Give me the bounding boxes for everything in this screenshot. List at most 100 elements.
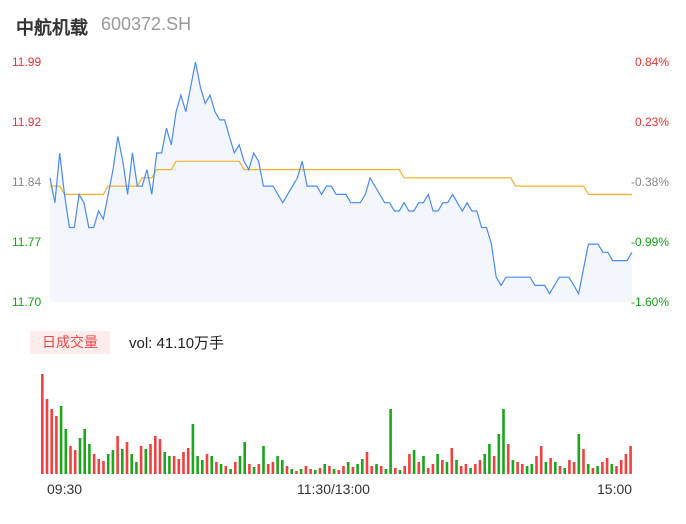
volume-bar <box>549 458 552 474</box>
price-label-top: 11.99 <box>12 55 42 69</box>
volume-bar <box>408 454 411 474</box>
volume-bar <box>130 454 133 474</box>
volume-bar <box>106 454 110 474</box>
price-label-bottom: 11.70 <box>12 295 42 309</box>
volume-bar <box>257 464 261 474</box>
volume-bar <box>544 462 548 474</box>
price-label-2: 11.92 <box>12 115 42 129</box>
volume-readout: vol: 41.10万手 <box>129 335 225 352</box>
volume-bar <box>229 469 232 474</box>
intraday-price-chart <box>49 61 633 302</box>
volume-bar <box>111 450 115 474</box>
volume-bar <box>332 469 336 474</box>
volume-bar <box>384 469 388 474</box>
volume-bar <box>276 456 279 474</box>
volume-bar <box>116 436 119 474</box>
volume-bar <box>83 429 86 474</box>
volume-bar <box>455 460 458 474</box>
volume-bar <box>629 446 632 474</box>
volume-bar <box>50 409 53 474</box>
volume-bar <box>59 406 63 474</box>
volume-bar <box>483 454 486 474</box>
volume-bar <box>351 467 355 474</box>
pct-label-top: 0.84% <box>634 55 669 69</box>
daily-volume-badge: 日成交量 <box>30 331 110 354</box>
volume-bar <box>252 467 256 474</box>
volume-bar <box>304 466 308 474</box>
volume-bar <box>568 460 571 474</box>
volume-bar <box>201 460 204 474</box>
volume-bar <box>177 459 181 474</box>
volume-bar <box>398 470 402 474</box>
volume-bar <box>539 446 543 474</box>
time-label-open: 09:30 <box>47 481 83 497</box>
volume-bar <box>281 460 284 474</box>
volume-bar <box>525 466 529 474</box>
volume-bar <box>121 449 124 474</box>
price-area-fill <box>50 62 632 302</box>
volume-bar <box>563 468 566 474</box>
pct-label-2: 0.23% <box>634 115 669 129</box>
volume-bar <box>238 456 242 474</box>
volume-bar <box>431 464 435 474</box>
pct-label-bottom: -1.60% <box>630 295 669 309</box>
volume-bar <box>605 458 609 474</box>
volume-bar <box>182 452 185 474</box>
volume-bar <box>64 429 68 474</box>
volume-bar <box>497 434 501 474</box>
volume-bar <box>389 409 392 474</box>
volume-bar <box>370 466 373 474</box>
volume-bar <box>205 454 209 474</box>
volume-bar <box>586 464 590 474</box>
volume-bar <box>516 462 519 474</box>
volume-bar <box>530 464 534 474</box>
average-price-line <box>50 160 632 195</box>
volume-bar <box>459 466 463 474</box>
volume-bar <box>234 462 237 474</box>
volume-bar <box>554 462 557 474</box>
volume-bar <box>403 466 406 474</box>
time-label-noon: 11:30/13:00 <box>297 481 370 497</box>
volume-bar <box>144 449 148 474</box>
price-label-mid: 11.84 <box>12 175 42 189</box>
volume-bar <box>337 470 341 474</box>
volume-bar <box>135 462 138 474</box>
volume-bar <box>577 434 581 474</box>
volume-bar <box>41 374 44 474</box>
volume-bar <box>55 416 58 474</box>
volume-bar <box>248 464 251 474</box>
volume-bar <box>309 469 312 474</box>
volume-bar <box>417 462 421 474</box>
volume-bar <box>464 464 468 474</box>
pct-label-4: -0.99% <box>630 235 669 249</box>
volume-bar <box>361 459 364 474</box>
volume-bar <box>624 454 628 474</box>
volume-bar <box>502 409 505 474</box>
volume-bar <box>88 444 91 474</box>
volume-bar <box>299 469 303 474</box>
volume-bar <box>219 464 223 474</box>
volume-bar <box>426 468 430 474</box>
volume-bar <box>488 444 491 474</box>
volume-bar <box>558 466 562 474</box>
volume-bar <box>572 462 576 474</box>
volume-bar <box>314 470 317 474</box>
volume-bar <box>469 468 472 474</box>
volume-bar <box>450 448 454 474</box>
volume-bar <box>125 442 129 474</box>
volume-bar <box>78 438 82 474</box>
volume-bar <box>342 466 345 474</box>
price-line <box>49 61 633 296</box>
volume-bar <box>73 450 77 474</box>
volume-bar <box>356 464 359 474</box>
volume-bar <box>154 436 157 474</box>
volume-bar <box>596 466 599 474</box>
volume-bar <box>191 424 195 474</box>
volume-bar <box>92 454 96 474</box>
volume-bar <box>521 464 524 474</box>
volume-bar <box>97 459 101 474</box>
stock-code: 600372.SH <box>101 14 192 34</box>
volume-bar <box>196 456 199 474</box>
volume-bar <box>285 466 289 474</box>
